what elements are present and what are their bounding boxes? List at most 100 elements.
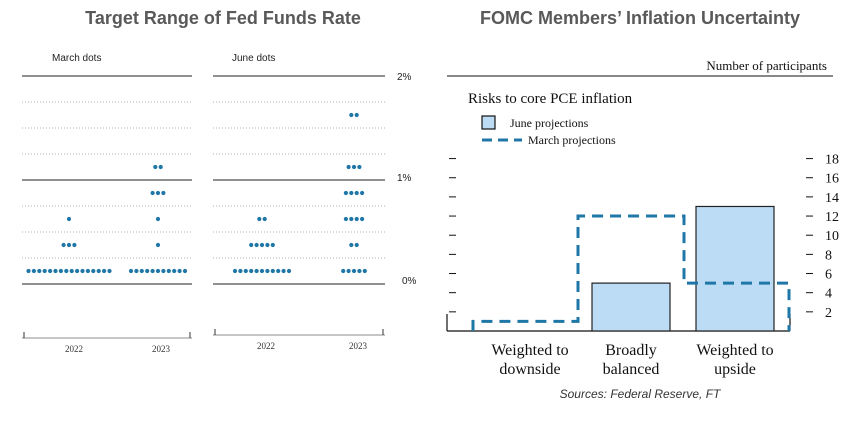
fomc-dot — [64, 268, 69, 274]
fomc-dot — [42, 268, 47, 274]
y-tick-label-2pct: 2% — [397, 72, 412, 83]
fomc-dot — [69, 268, 74, 274]
fomc-dot — [357, 164, 362, 170]
y-tick-label-0pct: 0% — [402, 276, 417, 287]
fomc-dot — [182, 268, 188, 274]
fomc-dot — [357, 268, 362, 274]
chart-subtitle: Risks to core PCE inflation — [468, 91, 633, 107]
x-category-label: upside — [714, 361, 756, 378]
inflation-risk-bar-chart: Number of participants Risks to core PCE… — [446, 58, 839, 401]
fomc-dot — [155, 268, 161, 274]
march-x-tick-2022: 2022 — [65, 344, 83, 354]
fomc-dot — [48, 268, 53, 274]
fomc-dot — [354, 216, 359, 222]
fomc-dot — [360, 190, 365, 196]
fomc-dot — [80, 268, 85, 274]
y-tick-label: 16 — [825, 172, 839, 187]
fomc-dot — [354, 242, 359, 248]
fomc-dot — [61, 242, 66, 248]
fomc-dot — [107, 268, 112, 274]
fomc-dot — [53, 268, 58, 274]
y-axis-label: Number of participants — [706, 58, 827, 73]
fomc-dot — [362, 268, 367, 274]
right-title: FOMC Members’ Inflation Uncertainty — [480, 8, 800, 28]
y-tick-label: 12 — [825, 210, 839, 225]
fomc-dot — [91, 268, 96, 274]
fomc-dot — [351, 164, 357, 170]
fomc-dot — [270, 242, 275, 248]
fomc-dot — [155, 216, 161, 222]
fomc-dot — [128, 268, 134, 274]
fomc-dot — [96, 268, 101, 274]
fomc-dot — [58, 268, 64, 274]
fomc-dot — [72, 242, 77, 248]
fomc-dot — [254, 268, 259, 274]
legend-june-swatch — [481, 115, 496, 130]
fomc-dot — [254, 242, 259, 248]
fomc-dot — [166, 268, 171, 274]
fomc-dot — [354, 190, 359, 196]
left-title: Target Range of Fed Funds Rate — [85, 8, 361, 28]
fomc-dot — [262, 216, 267, 222]
fomc-dot — [349, 216, 354, 222]
y-tick-label: 10 — [825, 229, 839, 244]
y-tick-label: 2 — [825, 306, 832, 321]
fomc-dot — [66, 216, 72, 222]
fomc-dot — [346, 164, 351, 170]
fomc-dot — [349, 112, 354, 118]
fomc-dot — [354, 112, 359, 118]
fomc-dot — [145, 268, 150, 274]
fomc-dot — [85, 268, 90, 274]
y-tick-label-1pct: 1% — [397, 173, 412, 184]
fomc-dot — [346, 268, 351, 274]
fomc-dot — [155, 190, 161, 196]
fomc-dot — [150, 268, 155, 274]
fomc-dot — [150, 190, 155, 196]
fomc-dot — [249, 268, 254, 274]
fomc-dot — [232, 268, 238, 274]
june-bar — [591, 282, 671, 332]
fomc-dot — [341, 268, 346, 274]
fomc-dot — [155, 242, 161, 248]
fomc-dot — [139, 268, 144, 274]
dot-plot-chart: March dots June dots 2% 1% 0% 2022 2023 … — [22, 53, 417, 354]
fomc-dot — [243, 268, 248, 274]
fomc-dot — [276, 268, 281, 274]
fomc-dot — [286, 268, 292, 274]
y-tick-label: 8 — [825, 248, 832, 263]
march-x-tick-2023: 2023 — [152, 344, 171, 354]
fomc-dot — [26, 268, 31, 274]
fomc-dot — [265, 268, 270, 274]
fomc-dot — [102, 268, 107, 274]
fomc-dot — [259, 242, 265, 248]
fomc-dot — [172, 268, 177, 274]
fomc-dot — [161, 190, 166, 196]
fomc-dot — [238, 268, 243, 274]
y-tick-label: 4 — [825, 287, 832, 302]
x-category-label: Broadly — [605, 342, 657, 359]
fomc-dot — [265, 242, 270, 248]
fomc-dot — [259, 268, 265, 274]
june-panel-label: June dots — [232, 53, 275, 64]
june-x-tick-2022: 2022 — [257, 341, 275, 351]
fomc-dot — [134, 268, 139, 274]
march-projection-outline — [471, 214, 791, 331]
y-tick-label: 6 — [825, 268, 832, 283]
fomc-dot — [349, 242, 354, 248]
fomc-dot — [281, 268, 286, 274]
fomc-dot — [249, 242, 254, 248]
fomc-dot — [66, 242, 72, 248]
x-category-label: Weighted to — [491, 342, 568, 359]
legend-march-label: March projections — [528, 133, 616, 147]
fomc-dot — [343, 190, 348, 196]
fomc-dot — [75, 268, 80, 274]
y-tick-label: 18 — [825, 153, 839, 168]
fomc-dot — [153, 164, 158, 170]
june-x-tick-2023: 2023 — [349, 341, 368, 351]
x-category-label: downside — [499, 361, 560, 378]
y-tick-label: 14 — [825, 191, 839, 206]
fomc-dot — [31, 268, 36, 274]
fomc-dot — [270, 268, 275, 274]
legend-june-label: June projections — [510, 116, 589, 130]
